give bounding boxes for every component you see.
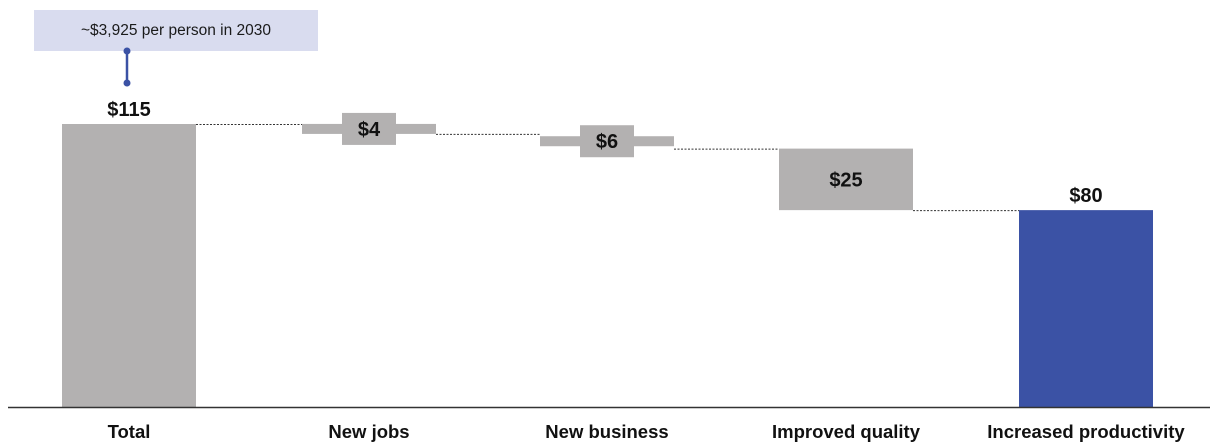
x-tick-label: Improved quality — [772, 421, 921, 442]
data-label: $6 — [596, 131, 618, 153]
callout-box: ~$3,925 per person in 2030 — [34, 10, 318, 51]
data-label: $25 — [829, 169, 862, 191]
data-label: $80 — [1069, 185, 1102, 207]
callout-connector-dot-top — [123, 47, 131, 55]
bar — [1019, 210, 1153, 407]
bars — [62, 112, 1153, 407]
x-tick-label: Increased productivity — [987, 421, 1185, 442]
data-labels: $115 $4 $6 $25 $80 — [107, 99, 1102, 207]
bar-label-pad — [580, 125, 634, 158]
x-tick-label: Total — [108, 421, 151, 442]
data-label: $4 — [358, 119, 381, 141]
bar-label-pad — [342, 112, 396, 145]
connector-lines — [196, 124, 1019, 212]
data-label: $115 — [107, 99, 150, 121]
x-tick-label: New jobs — [328, 421, 409, 442]
x-tick-label: New business — [545, 421, 668, 442]
bar — [62, 124, 196, 407]
x-tick-labels: Total New jobs New business Improved qualit… — [108, 421, 1186, 442]
bar — [779, 148, 913, 211]
callout-connector-dot-bottom — [123, 79, 131, 87]
